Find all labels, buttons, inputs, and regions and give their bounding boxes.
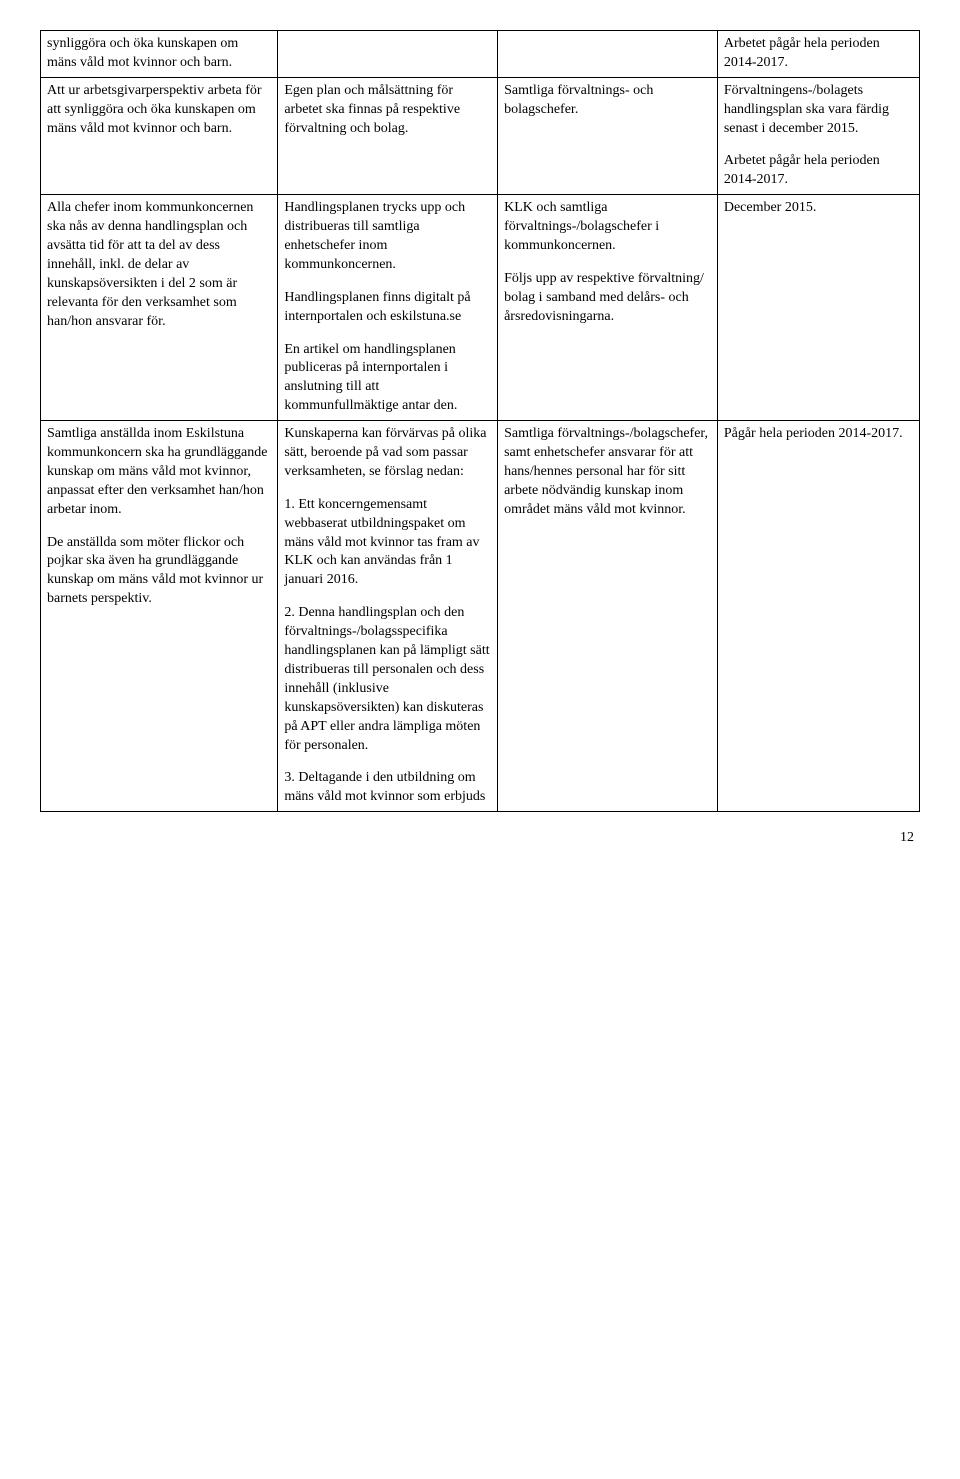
table-cell: Samtliga förvaltnings-/bolagschefer, sam… <box>498 421 718 812</box>
table-cell <box>278 31 498 78</box>
cell-paragraph: Samtliga förvaltnings- och bolagschefer. <box>504 82 711 120</box>
document-table: synliggöra och öka kunskapen om mäns vål… <box>40 30 920 812</box>
cell-paragraph: De anställda som möter flickor och pojka… <box>47 534 271 610</box>
cell-paragraph: Alla chefer inom kommunkoncernen ska nås… <box>47 199 271 331</box>
cell-paragraph: En artikel om handlingsplanen publiceras… <box>284 341 491 417</box>
cell-paragraph: Arbetet pågår hela perioden 2014-2017. <box>724 35 913 73</box>
cell-paragraph: synliggöra och öka kunskapen om mäns vål… <box>47 35 271 73</box>
table-cell: Pågår hela perioden 2014-2017. <box>717 421 919 812</box>
cell-paragraph: Förvaltningens-/bolagets handlingsplan s… <box>724 82 913 139</box>
cell-paragraph: Följs upp av respektive förvaltning/ bol… <box>504 270 711 327</box>
table-cell: Alla chefer inom kommunkoncernen ska nås… <box>41 195 278 421</box>
table-cell: Kunskaperna kan förvärvas på olika sätt,… <box>278 421 498 812</box>
table-cell: Att ur arbetsgivarperspektiv arbeta för … <box>41 77 278 194</box>
table-cell: December 2015. <box>717 195 919 421</box>
table-row: Att ur arbetsgivarperspektiv arbeta för … <box>41 77 920 194</box>
table-row: Samtliga anställda inom Eskilstuna kommu… <box>41 421 920 812</box>
table-cell: synliggöra och öka kunskapen om mäns vål… <box>41 31 278 78</box>
table-body: synliggöra och öka kunskapen om mäns vål… <box>41 31 920 812</box>
cell-paragraph: 3. Deltagande i den utbildning om mäns v… <box>284 769 491 807</box>
cell-paragraph: Arbetet pågår hela perioden 2014-2017. <box>724 152 913 190</box>
cell-paragraph: Egen plan och målsättning för arbetet sk… <box>284 82 491 139</box>
table-cell: KLK och samtliga förvaltnings-/bolagsche… <box>498 195 718 421</box>
cell-paragraph: 2. Denna handlingsplan och den förvaltni… <box>284 604 491 755</box>
cell-paragraph: 1. Ett koncerngemensamt webbaserat utbil… <box>284 496 491 590</box>
table-cell: Egen plan och målsättning för arbetet sk… <box>278 77 498 194</box>
cell-paragraph: KLK och samtliga förvaltnings-/bolagsche… <box>504 199 711 256</box>
table-cell <box>498 31 718 78</box>
table-cell: Handlingsplanen trycks upp och distribue… <box>278 195 498 421</box>
table-cell: Samtliga förvaltnings- och bolagschefer. <box>498 77 718 194</box>
cell-paragraph: Handlingsplanen trycks upp och distribue… <box>284 199 491 275</box>
table-cell: Arbetet pågår hela perioden 2014-2017. <box>717 31 919 78</box>
table-cell: Förvaltningens-/bolagets handlingsplan s… <box>717 77 919 194</box>
table-cell: Samtliga anställda inom Eskilstuna kommu… <box>41 421 278 812</box>
page-number: 12 <box>40 830 920 846</box>
cell-paragraph: Pågår hela perioden 2014-2017. <box>724 425 913 444</box>
cell-paragraph: Samtliga anställda inom Eskilstuna kommu… <box>47 425 271 519</box>
table-row: Alla chefer inom kommunkoncernen ska nås… <box>41 195 920 421</box>
cell-paragraph: Att ur arbetsgivarperspektiv arbeta för … <box>47 82 271 139</box>
cell-paragraph: December 2015. <box>724 199 913 218</box>
table-row: synliggöra och öka kunskapen om mäns vål… <box>41 31 920 78</box>
cell-paragraph: Samtliga förvaltnings-/bolagschefer, sam… <box>504 425 711 519</box>
cell-paragraph: Kunskaperna kan förvärvas på olika sätt,… <box>284 425 491 482</box>
cell-paragraph: Handlingsplanen finns digitalt på intern… <box>284 289 491 327</box>
